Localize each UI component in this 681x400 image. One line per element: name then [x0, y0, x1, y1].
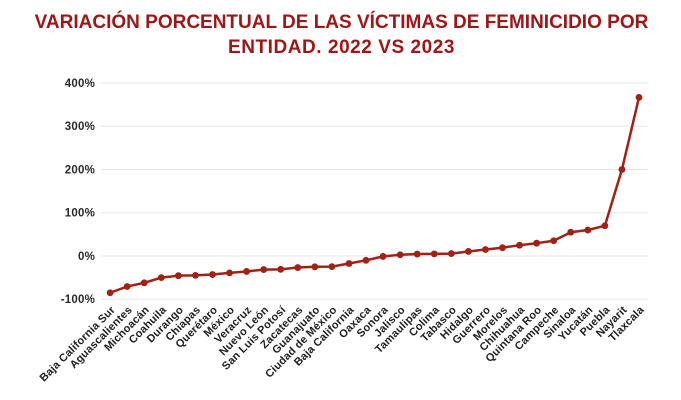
svg-text:-100%: -100% — [61, 294, 95, 306]
svg-text:100%: 100% — [65, 208, 95, 220]
svg-text:400%: 400% — [65, 78, 95, 90]
svg-text:0%: 0% — [78, 251, 95, 263]
svg-text:300%: 300% — [65, 121, 95, 133]
svg-text:200%: 200% — [65, 164, 95, 176]
